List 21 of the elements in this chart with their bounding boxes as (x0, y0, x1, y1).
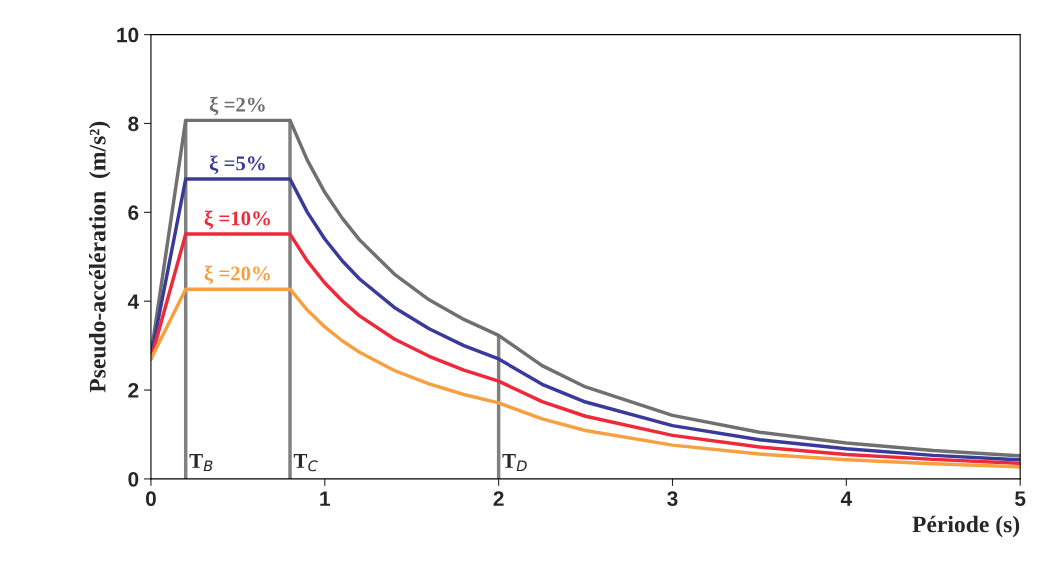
y-tick-label: 10 (117, 27, 139, 43)
x-tick-label: 0 (145, 491, 156, 507)
x-tick-label: 4 (840, 491, 853, 506)
ref-line-label: T$_{B}$ (189, 454, 213, 472)
x-tick-label: 3 (667, 491, 678, 507)
x-tick-label: 5 (1015, 491, 1026, 507)
y-axis-title: Pseudo-accélération (m/s²) (88, 121, 111, 393)
x-tick-label: 1 (320, 491, 331, 506)
ref-line-label: T$_{D}$ (502, 454, 527, 472)
x-axis-title: Période (s) (912, 515, 1020, 538)
y-tick-label: 0 (128, 471, 139, 487)
y-tick-label: 2 (128, 383, 139, 398)
series-label: ξ =10% (204, 210, 270, 230)
series-label: ξ =20% (204, 265, 270, 285)
x-tick-label: 2 (493, 491, 504, 506)
y-tick-label: 6 (128, 205, 139, 221)
y-tick-label: 4 (127, 294, 140, 309)
series-label: ξ =5% (209, 155, 265, 175)
ref-line-label: T$_{C}$ (293, 454, 318, 472)
series-label: ξ =2% (209, 96, 265, 116)
y-tick-label: 8 (128, 116, 139, 132)
